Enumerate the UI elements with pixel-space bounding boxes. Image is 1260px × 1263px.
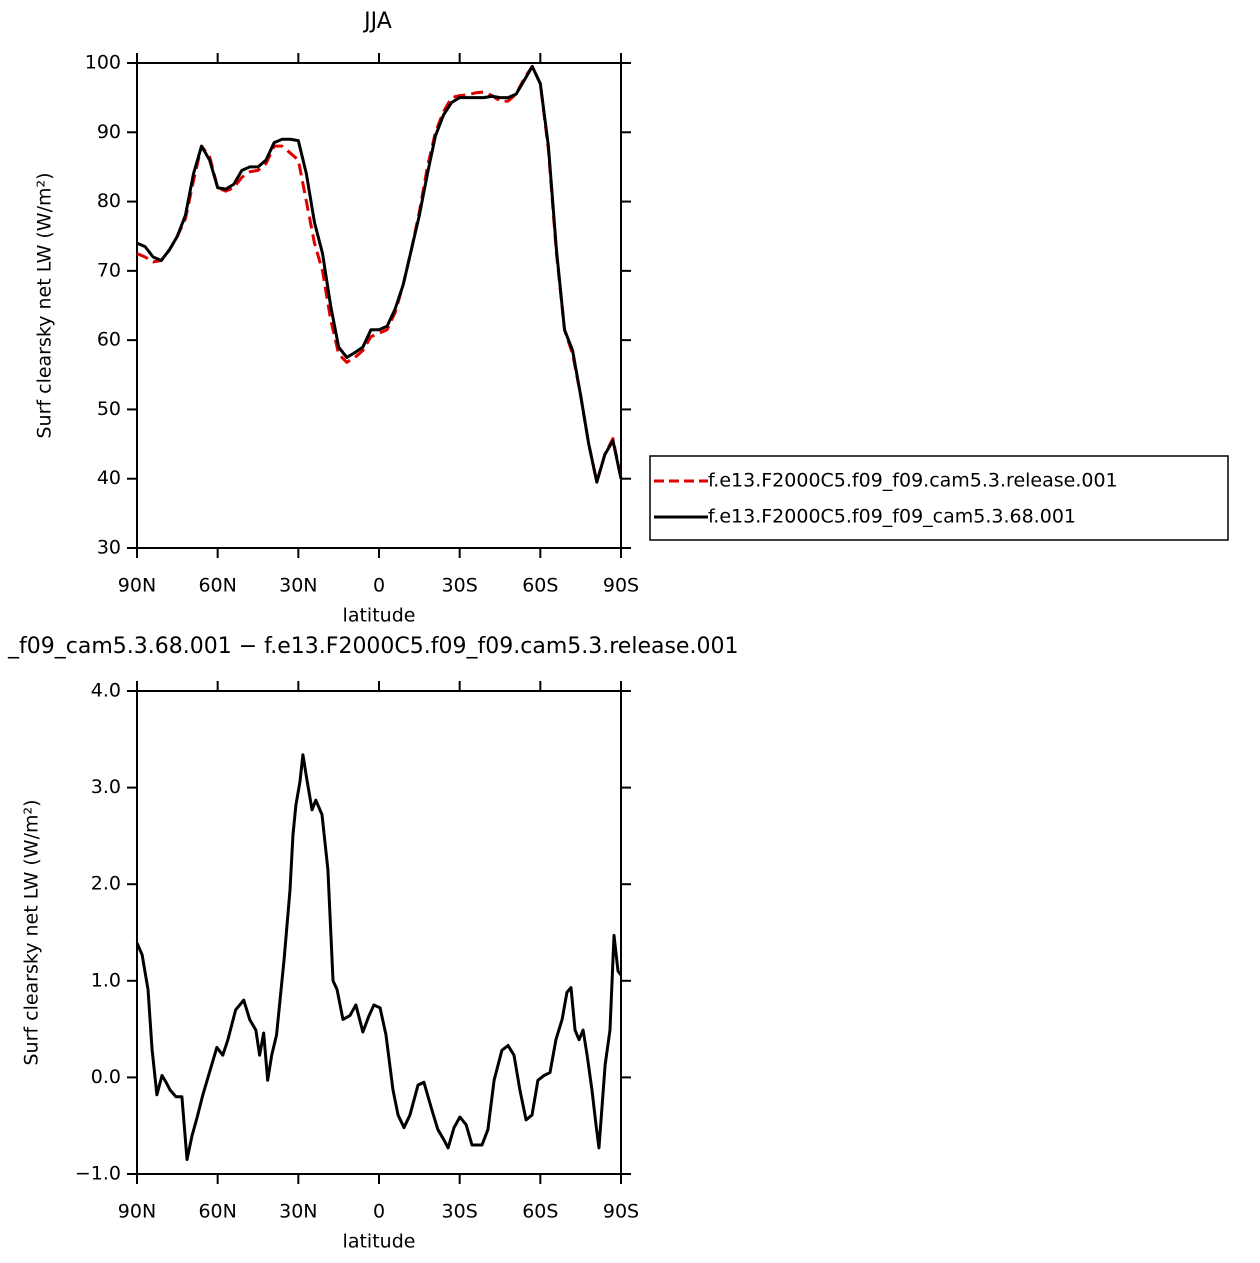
x-tick-label: 90N xyxy=(118,575,156,597)
y-tick-label: 60 xyxy=(97,329,121,351)
y-tick-label: −1.0 xyxy=(75,1163,121,1185)
y-tick-label: 4.0 xyxy=(91,680,121,702)
x-axis-label: latitude xyxy=(343,1231,416,1253)
x-tick-label: 0 xyxy=(373,575,385,597)
data-line xyxy=(136,64,623,484)
y-tick-label: 30 xyxy=(97,537,121,559)
y-tick-label: 1.0 xyxy=(91,969,121,991)
legend-box xyxy=(649,455,1229,541)
legend-label: f.e13.F2000C5.f09_f09.cam5.3.release.001 xyxy=(708,470,1118,492)
y-tick-label: 50 xyxy=(97,398,121,420)
x-tick-label: 0 xyxy=(373,1201,385,1223)
x-tick-label: 60N xyxy=(198,1201,236,1223)
y-tick-label: 90 xyxy=(97,121,121,143)
data-line xyxy=(136,64,623,483)
data-line xyxy=(135,753,623,1162)
x-tick-label: 90S xyxy=(603,575,639,597)
x-tick-label: 60S xyxy=(522,575,558,597)
chart-title: _f09_cam5.3.68.001 − f.e13.F2000C5.f09_f… xyxy=(7,634,738,659)
x-tick-label: 90S xyxy=(603,1201,639,1223)
x-tick-label: 90N xyxy=(118,1201,156,1223)
legend-label: f.e13.F2000C5.f09_f09_cam5.3.68.001 xyxy=(708,506,1076,528)
y-tick-label: 70 xyxy=(97,259,121,281)
y-tick-label: 2.0 xyxy=(91,873,121,895)
y-axis-label: Surf clearsky net LW (W/m²) xyxy=(34,172,56,438)
y-tick-label: 40 xyxy=(97,467,121,489)
x-tick-label: 60N xyxy=(198,575,236,597)
x-tick-label: 60S xyxy=(522,1201,558,1223)
x-tick-label: 30N xyxy=(279,575,317,597)
y-tick-label: 3.0 xyxy=(91,776,121,798)
x-axis-label: latitude xyxy=(343,605,416,627)
x-tick-label: 30S xyxy=(442,1201,478,1223)
chart-title: JJA xyxy=(362,9,392,34)
y-tick-label: 80 xyxy=(97,190,121,212)
y-tick-label: 100 xyxy=(85,52,121,74)
y-tick-label: 0.0 xyxy=(91,1066,121,1088)
x-tick-label: 30S xyxy=(442,575,478,597)
x-tick-label: 30N xyxy=(279,1201,317,1223)
plot-frame xyxy=(136,690,622,1175)
y-axis-label: Surf clearsky net LW (W/m²) xyxy=(21,799,43,1065)
